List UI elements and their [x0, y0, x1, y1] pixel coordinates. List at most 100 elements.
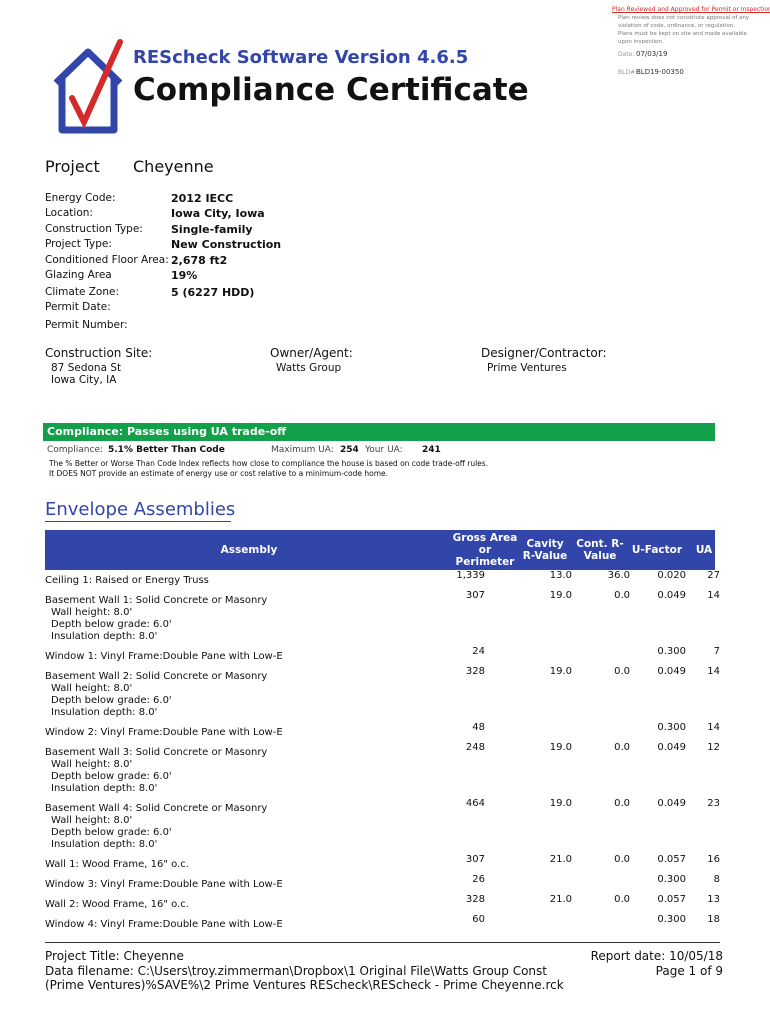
- assembly-detail: Depth below grade: 6.0': [51, 827, 172, 838]
- column-header: U-Factor: [631, 544, 683, 556]
- cell: 0.0: [614, 798, 630, 809]
- cell: 12: [707, 742, 720, 753]
- cell: 21.0: [549, 854, 572, 865]
- table-header: Assembly Gross Area or Perimeter Cavity R-…: [45, 530, 715, 570]
- assembly-detail: Depth below grade: 6.0': [51, 619, 172, 630]
- software-version: REScheck Software Version 4.6.5: [133, 47, 469, 68]
- assembly-name: Basement Wall 3: Solid Concrete or Mason…: [45, 747, 268, 758]
- cell: 307: [465, 590, 485, 601]
- cell: 0.0: [614, 742, 630, 753]
- column-header: Gross Area or Perimeter: [452, 532, 518, 568]
- stamp-permit: BLD19-00350: [636, 68, 684, 76]
- cell: 248: [465, 742, 485, 753]
- cell: 0.049: [657, 798, 686, 809]
- column-header: UA: [695, 544, 713, 556]
- table-row: Basement Wall 3: Solid Concrete or Mason…: [45, 742, 720, 803]
- assembly-name: Basement Wall 2: Solid Concrete or Mason…: [45, 671, 268, 682]
- field-label: Energy Code:: [45, 192, 116, 204]
- assembly-name: Window 4: Vinyl Frame:Double Pane with L…: [45, 919, 283, 930]
- field-label: Construction Type:: [45, 223, 143, 235]
- assembly-detail: Wall height: 8.0': [51, 683, 133, 694]
- stamp-date: 07/03/19: [636, 50, 668, 58]
- table-row: Ceiling 1: Raised or Energy Truss 1,339 13…: [45, 570, 720, 595]
- field-value: New Construction: [171, 238, 282, 251]
- cell: 328: [465, 666, 485, 677]
- assembly-detail: Insulation depth: 8.0': [51, 839, 158, 850]
- table-row: Window 2: Vinyl Frame:Double Pane with L…: [45, 722, 720, 747]
- cell: 0.300: [657, 722, 686, 733]
- column-header: Assembly: [220, 544, 278, 556]
- field-label: Permit Date:: [45, 301, 111, 313]
- assembly-name: Window 1: Vinyl Frame:Double Pane with L…: [45, 651, 283, 662]
- assembly-detail: Wall height: 8.0': [51, 815, 133, 826]
- compliance-note: The % Better or Worse Than Code Index re…: [49, 459, 489, 468]
- cell: 0.057: [657, 854, 686, 865]
- cell: 18: [707, 914, 720, 925]
- your-ua: 241: [422, 445, 441, 455]
- assembly-name: Basement Wall 4: Solid Concrete or Mason…: [45, 803, 268, 814]
- assembly-detail: Wall height: 8.0': [51, 759, 133, 770]
- cell: 0.0: [614, 854, 630, 865]
- party-line: 87 Sedona St: [51, 362, 122, 374]
- cell: 13.0: [549, 570, 572, 581]
- assembly-detail: Insulation depth: 8.0': [51, 707, 158, 718]
- cell: 307: [465, 854, 485, 865]
- table-row: Basement Wall 2: Solid Concrete or Mason…: [45, 666, 720, 727]
- cell: 328: [465, 894, 485, 905]
- your-ua-label: Your UA:: [365, 445, 403, 455]
- assembly-detail: Depth below grade: 6.0': [51, 771, 172, 782]
- cell: 26: [472, 874, 485, 885]
- max-ua: 254: [340, 445, 359, 455]
- logo: [53, 39, 123, 134]
- table-row: Basement Wall 1: Solid Concrete or Mason…: [45, 590, 720, 651]
- field-label: Permit Number:: [45, 319, 128, 331]
- stamp-date-label: Date:: [618, 51, 635, 58]
- cell: 0.300: [657, 914, 686, 925]
- cell: 0.0: [614, 666, 630, 677]
- assembly-detail: Wall height: 8.0': [51, 607, 133, 618]
- project-name: Cheyenne: [133, 157, 214, 176]
- footer-file: Data filename: C:\Users\troy.zimmerman\D…: [45, 964, 564, 992]
- cell: 19.0: [549, 798, 572, 809]
- cell: 464: [465, 798, 485, 809]
- cell: 36.0: [607, 570, 630, 581]
- page-number: Page 1 of 9: [655, 964, 723, 978]
- assembly-detail: Depth below grade: 6.0': [51, 695, 172, 706]
- page-title: Compliance Certificate: [133, 72, 529, 108]
- stamp-line: upon inspection.: [618, 39, 664, 45]
- cell: 19.0: [549, 742, 572, 753]
- cell: 0.049: [657, 666, 686, 677]
- stamp-permit-label: BLD#:: [618, 69, 638, 76]
- party-line: Prime Ventures: [487, 362, 567, 374]
- cell: 7: [713, 646, 720, 657]
- max-ua-label: Maximum UA:: [271, 445, 334, 455]
- field-value: 19%: [171, 269, 198, 282]
- party-label: Designer/Contractor:: [481, 346, 607, 360]
- party-label: Owner/Agent:: [270, 346, 353, 360]
- table-body: Ceiling 1: Raised or Energy Truss 1,339 13…: [45, 570, 720, 939]
- field-value: 2012 IECC: [171, 192, 234, 205]
- assembly-name: Window 2: Vinyl Frame:Double Pane with L…: [45, 727, 283, 738]
- table-row: Wall 2: Wood Frame, 16" o.c. 328 21.0 0.0 0.…: [45, 894, 720, 919]
- cell: 14: [707, 722, 720, 733]
- field-label: Conditioned Floor Area:: [45, 254, 169, 266]
- assembly-name: Ceiling 1: Raised or Energy Truss: [45, 575, 209, 586]
- cell: 23: [707, 798, 720, 809]
- cell: 0.300: [657, 646, 686, 657]
- cell: 19.0: [549, 666, 572, 677]
- stamp-line: violation of code, ordinance, or regulat…: [618, 23, 735, 29]
- project-label: Project: [45, 157, 100, 176]
- field-label: Climate Zone:: [45, 286, 120, 298]
- cell: 0.300: [657, 874, 686, 885]
- field-label: Project Type:: [45, 238, 112, 250]
- section-title: Envelope Assemblies: [45, 499, 236, 520]
- field-value: Single-family: [171, 223, 253, 236]
- cell: 21.0: [549, 894, 572, 905]
- assembly-detail: Insulation depth: 8.0': [51, 631, 158, 642]
- stamp-heading: Plan Reviewed and Approved for Permit or…: [612, 6, 770, 13]
- section-rule: [45, 521, 231, 522]
- party-label: Construction Site:: [45, 346, 153, 360]
- cell: 0.0: [614, 894, 630, 905]
- cell: 8: [713, 874, 720, 885]
